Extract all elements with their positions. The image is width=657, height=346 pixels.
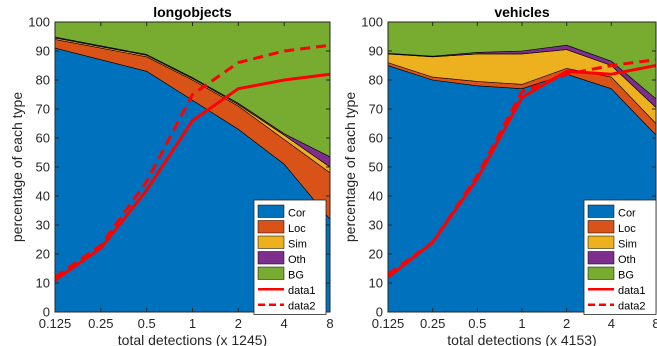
y-tick-label: 10: [36, 276, 50, 291]
legend-swatch-Loc: [257, 220, 285, 234]
legend-label-data1: data1: [618, 285, 646, 297]
legend-swatch-Sim: [587, 235, 615, 249]
x-axis-label: total detections (x 1245): [118, 332, 267, 346]
legend-label-Loc: Loc: [288, 223, 306, 235]
x-tick-label: 2: [563, 316, 570, 331]
y-tick-label: 100: [361, 15, 383, 30]
legend-label-Oth: Oth: [618, 254, 636, 266]
x-tick-label: 0.125: [39, 316, 72, 331]
legend-swatch-Sim: [257, 235, 285, 249]
y-tick-label: 80: [36, 73, 50, 88]
x-tick-label: 0.25: [420, 316, 445, 331]
chart-panel-longobjects: 0 10 20 30 40 50 60 70 80 90 100 0.125 0.25 0.5 1 2 4 8 lo…: [9, 4, 334, 346]
legend-label-Cor: Cor: [288, 208, 306, 220]
y-tick-label: 60: [369, 131, 383, 146]
legend-label-Cor: Cor: [618, 208, 636, 220]
x-axis-label: total detections (x 4153): [447, 332, 596, 346]
legend-swatch-BG: [257, 266, 285, 280]
x-tick-label: 4: [608, 316, 615, 331]
x-tick-label: 1: [518, 316, 525, 331]
y-tick-label: 20: [369, 247, 383, 262]
y-tick-label: 10: [369, 276, 383, 291]
legend-swatch-Cor: [257, 204, 285, 218]
legend-label-Sim: Sim: [618, 239, 637, 251]
x-tick-label: 8: [326, 316, 333, 331]
legend-swatch-Oth: [587, 251, 615, 265]
y-tick-label: 80: [369, 73, 383, 88]
y-tick-label: 0: [376, 305, 383, 320]
line-data2: [388, 58, 656, 276]
legend-label-Sim: Sim: [288, 239, 307, 251]
x-tick-label: 8: [652, 316, 657, 331]
legend-label-data2: data2: [618, 301, 646, 313]
x-tick-label: 0.5: [138, 316, 156, 331]
x-tick-label: 2: [235, 316, 242, 331]
y-tick-label: 20: [36, 247, 50, 262]
x-tick-label: 0.25: [88, 316, 113, 331]
legend-label-BG: BG: [618, 270, 634, 282]
y-tick-label: 0: [43, 305, 50, 320]
legend-box: [253, 199, 327, 315]
legend-swatch-BG: [587, 266, 615, 280]
x-tick-label: 1: [189, 316, 196, 331]
chart-panel-vehicles: 0 10 20 30 40 50 60 70 80 90 100 0.125 0.25 0.5 1 2 4 8 ve…: [342, 4, 657, 346]
legend: Cor Loc Sim Oth BG data1 data2: [583, 199, 657, 315]
y-tick-label: 30: [369, 218, 383, 233]
y-tick-label: 30: [36, 218, 50, 233]
legend-swatch-Cor: [587, 204, 615, 218]
y-tick-label: 100: [28, 15, 50, 30]
legend-label-data1: data1: [288, 285, 316, 297]
x-tick-label: 0.125: [372, 316, 405, 331]
line-data2: [55, 43, 330, 279]
y-tick-label: 70: [369, 102, 383, 117]
area-BG: [388, 22, 656, 100]
y-tick-label: 50: [369, 160, 383, 175]
y-tick-label: 60: [36, 131, 50, 146]
y-axis-label: percentage of each type: [9, 92, 25, 242]
y-tick-label: 70: [36, 102, 50, 117]
y-tick-label: 90: [36, 44, 50, 59]
x-tick-label: 0.5: [468, 316, 486, 331]
legend-label-Oth: Oth: [288, 254, 306, 266]
y-tick-label: 50: [36, 160, 50, 175]
chart-title: vehicles: [494, 4, 549, 20]
chart-title: longobjects: [153, 4, 232, 20]
y-tick-label: 90: [369, 44, 383, 59]
legend-label-data2: data2: [288, 301, 316, 313]
y-tick-label: 40: [36, 189, 50, 204]
legend-swatch-Loc: [587, 220, 615, 234]
y-tick-label: 40: [369, 189, 383, 204]
line-data1: [55, 72, 330, 282]
legend-label-BG: BG: [288, 270, 304, 282]
legend: Cor Loc Sim Oth BG data1 data2: [253, 199, 327, 315]
x-tick-label: 4: [281, 316, 288, 331]
legend-label-Loc: Loc: [618, 223, 636, 235]
y-axis-label: percentage of each type: [342, 92, 358, 242]
legend-swatch-Oth: [257, 251, 285, 265]
